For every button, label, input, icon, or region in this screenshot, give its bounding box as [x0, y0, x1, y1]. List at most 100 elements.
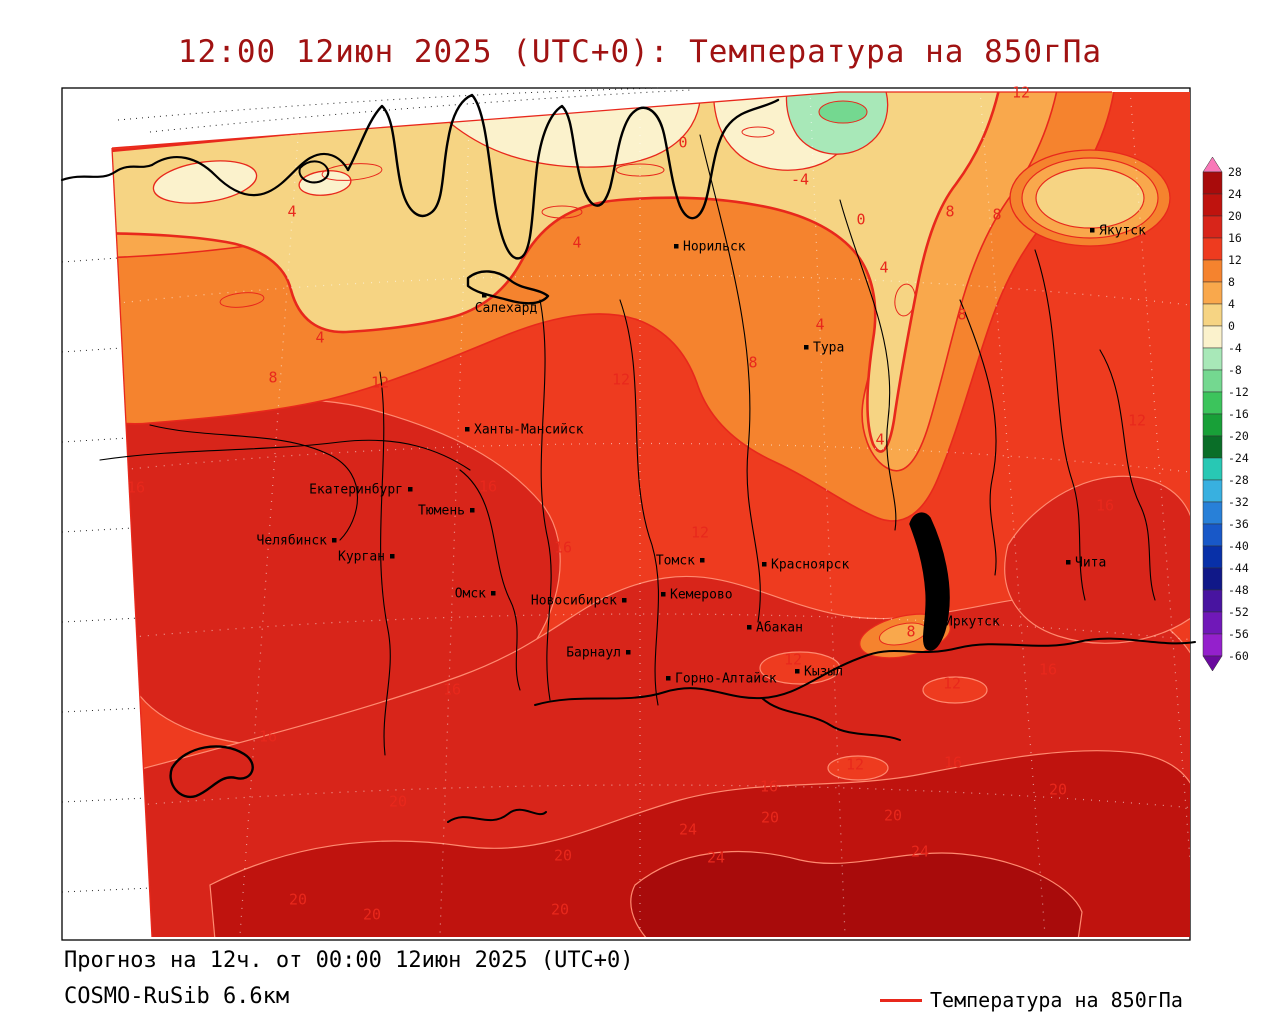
contour-label: 4: [815, 316, 824, 334]
contour-label: 4: [315, 329, 324, 347]
colorbar-segment: [1202, 215, 1223, 239]
city-label: Барнаул: [566, 646, 621, 661]
colorbar-tick-label: -20: [1228, 429, 1249, 443]
city-marker: Омск: [455, 587, 496, 602]
band-24-28: [630, 850, 1083, 937]
yakutsk-ring-core: [1035, 167, 1145, 229]
colorbar-segment: [1202, 193, 1223, 217]
city-dot: [700, 558, 705, 563]
contour-label: 16: [259, 728, 277, 746]
contour-label: 4: [287, 203, 296, 221]
colorbar-segment: [1202, 281, 1223, 305]
colorbar-tick-label: 28: [1228, 165, 1242, 179]
city-dot: [622, 598, 627, 603]
contour-label: 8: [748, 354, 757, 372]
city-label: Норильск: [683, 240, 746, 255]
city-label: Якутск: [1099, 224, 1146, 239]
city-dot: [666, 676, 671, 681]
colorbar-segment: [1202, 501, 1223, 525]
lake-outline: [169, 745, 254, 799]
colorbar-tick-label: -52: [1228, 605, 1249, 619]
city-dot: [1090, 228, 1095, 233]
island: [298, 160, 330, 184]
band-m12-m8: [818, 100, 868, 124]
city-dot: [390, 554, 395, 559]
contour-label: 0: [678, 134, 687, 152]
national-border: [761, 697, 901, 741]
river: [447, 808, 547, 823]
cities-layer: Норильск Салехард Тура Якутск Ханты-Мансийск…: [257, 224, 1147, 687]
region-border: [459, 469, 521, 691]
contour-label: 16: [554, 539, 572, 557]
city-marker: Курган: [338, 550, 395, 565]
colorbar-segment: [1202, 611, 1223, 635]
contour-label: 16: [944, 754, 962, 772]
field-graticule: [112, 92, 1190, 936]
city-dot: [408, 487, 413, 492]
city-label: Тюмень: [418, 504, 465, 519]
colorbar-segment: [1202, 369, 1223, 393]
colorbar-segment: [1202, 435, 1223, 459]
contour-label: 24: [707, 849, 725, 867]
colorbar-tick-label: 8: [1228, 275, 1235, 289]
model-text: COSMO-RuSib 6.6км: [64, 984, 290, 1009]
coastline: [60, 163, 154, 182]
region-border: [379, 371, 391, 756]
contour-labels-layer: 0 -4 4 8 8 0 4 4 8 4 4 8 8 12 12 4 12 16 16 16 12 16 8 12 16 12 16…: [127, 84, 1146, 924]
national-border: [534, 637, 1196, 706]
city-label: Челябинск: [257, 534, 328, 549]
city-marker: Норильск: [674, 240, 746, 255]
coastline: [346, 93, 780, 260]
contour-label: 8: [945, 203, 954, 221]
colorbar-arrow-bottom: [1202, 655, 1223, 672]
band-16-20-chita: [1004, 475, 1190, 644]
colorbar-segment: [1202, 303, 1223, 327]
contour-label: 24: [679, 821, 697, 839]
city-label: Иркутск: [945, 615, 1000, 630]
city-label: Екатеринбург: [309, 483, 403, 498]
city-dot: [747, 625, 752, 630]
contour-label: 12: [846, 756, 864, 774]
contour-label: 20: [761, 809, 779, 827]
city-marker: Тура: [804, 341, 844, 356]
domain-edge: [111, 91, 1112, 149]
contour-label: 20: [554, 847, 572, 865]
city-marker: Томск: [656, 554, 705, 569]
region-border: [839, 199, 897, 531]
contour-label: 8: [906, 623, 915, 641]
contour-label: 16: [760, 778, 778, 796]
pocket-12-16: [922, 676, 988, 704]
city-dot: [491, 591, 496, 596]
colorbar-segment: [1202, 237, 1223, 261]
region-border: [619, 299, 660, 706]
city-dot: [465, 427, 470, 432]
colorbar-segment: [1202, 457, 1223, 481]
colorbar-tick-label: 12: [1228, 253, 1242, 267]
legend-line-sample: [880, 998, 922, 1002]
city-marker: Тюмень: [418, 504, 475, 519]
city-dot: [804, 345, 809, 350]
contour-label: 4: [879, 259, 888, 277]
colorbar-segment: [1202, 171, 1223, 195]
city-dot: [626, 650, 631, 655]
colorbar-segment: [1202, 545, 1223, 569]
minor-contours: [219, 126, 916, 317]
city-marker: Екатеринбург: [309, 483, 413, 498]
city-marker: Новосибирск: [531, 594, 627, 609]
colorbar-tick-label: -56: [1228, 627, 1249, 641]
colorbar-tick-label: -36: [1228, 517, 1249, 531]
city-dot: [795, 669, 800, 674]
page-title: 12:00 12июн 2025 (UTC+0): Температура на…: [177, 34, 1103, 70]
contour-label: 20: [1049, 781, 1067, 799]
contour-label: 12: [784, 651, 802, 669]
colorbar-segment: [1202, 413, 1223, 437]
contour-label: 8: [992, 206, 1001, 224]
city-dot: [1066, 560, 1071, 565]
coastline: [150, 153, 350, 197]
city-marker: Кемерово: [661, 588, 733, 603]
city-marker: Красноярск: [762, 558, 849, 573]
colorbar-tick-label: 20: [1228, 209, 1242, 223]
city-marker: Кызыл: [795, 665, 843, 680]
